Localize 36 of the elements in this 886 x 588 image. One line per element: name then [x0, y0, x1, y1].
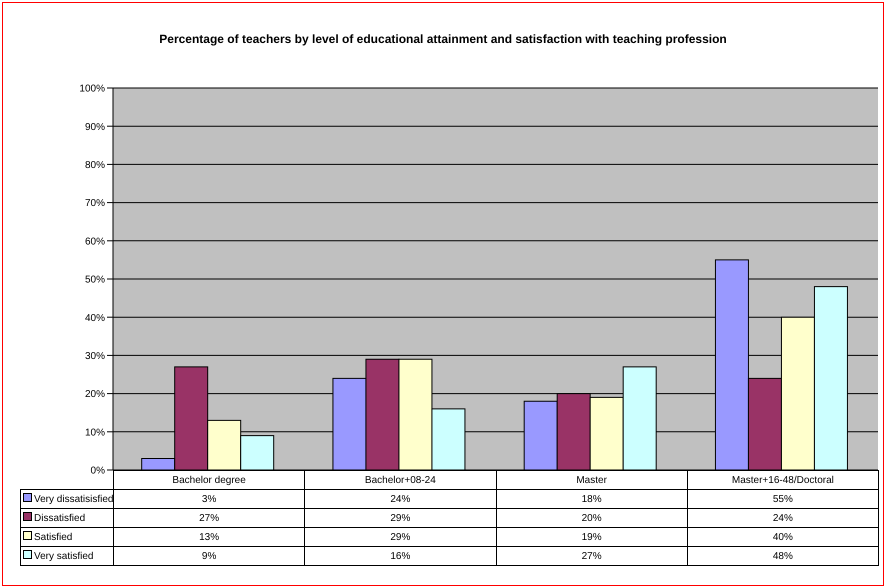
y-tick-label: 70% [84, 198, 106, 210]
legend-label: Very dissatisisfied [20, 490, 114, 508]
y-tick-label: 50% [84, 274, 106, 286]
legend-label: Satisfied [20, 528, 114, 546]
data-label: 27% [496, 546, 688, 566]
y-tick-label: 30% [84, 350, 106, 362]
y-tick-label: 100% [79, 84, 106, 95]
legend-label: Very satisfied [20, 546, 114, 566]
data-label: 20% [496, 508, 688, 528]
data-label: 40% [687, 528, 878, 546]
data-label: 3% [114, 490, 305, 508]
data-label: 19% [496, 528, 688, 546]
y-tick-label: 60% [84, 236, 106, 248]
data-label: 27% [114, 508, 305, 528]
data-label: 29% [304, 528, 496, 546]
data-label: 18% [496, 490, 688, 508]
legend-label: Dissatisfied [20, 508, 114, 528]
x-tick-label: Master+16-48/Doctoral [687, 470, 878, 490]
y-tick-label: 10% [84, 427, 106, 438]
y-tick-label: 0% [90, 466, 106, 477]
y-tick-label: 90% [84, 122, 106, 133]
chart-title: Percentage of teachers by level of educational attainment and satisfaction with teaching profession [158, 32, 728, 46]
data-label: 24% [304, 490, 496, 508]
data-label: 16% [304, 546, 496, 566]
data-label: 29% [304, 508, 496, 528]
x-tick-label: Bachelor+08-24 [304, 470, 496, 490]
y-tick-label: 20% [84, 389, 106, 400]
y-tick-label: 80% [84, 160, 106, 171]
data-label: 24% [687, 508, 878, 528]
x-tick-label: Master [496, 470, 688, 490]
x-tick-label: Bachelor degree [114, 470, 305, 490]
data-label: 13% [114, 528, 305, 546]
y-tick-label: 40% [84, 312, 106, 324]
data-label: 9% [114, 546, 305, 566]
data-label: 55% [687, 490, 878, 508]
data-label: 48% [687, 546, 878, 566]
